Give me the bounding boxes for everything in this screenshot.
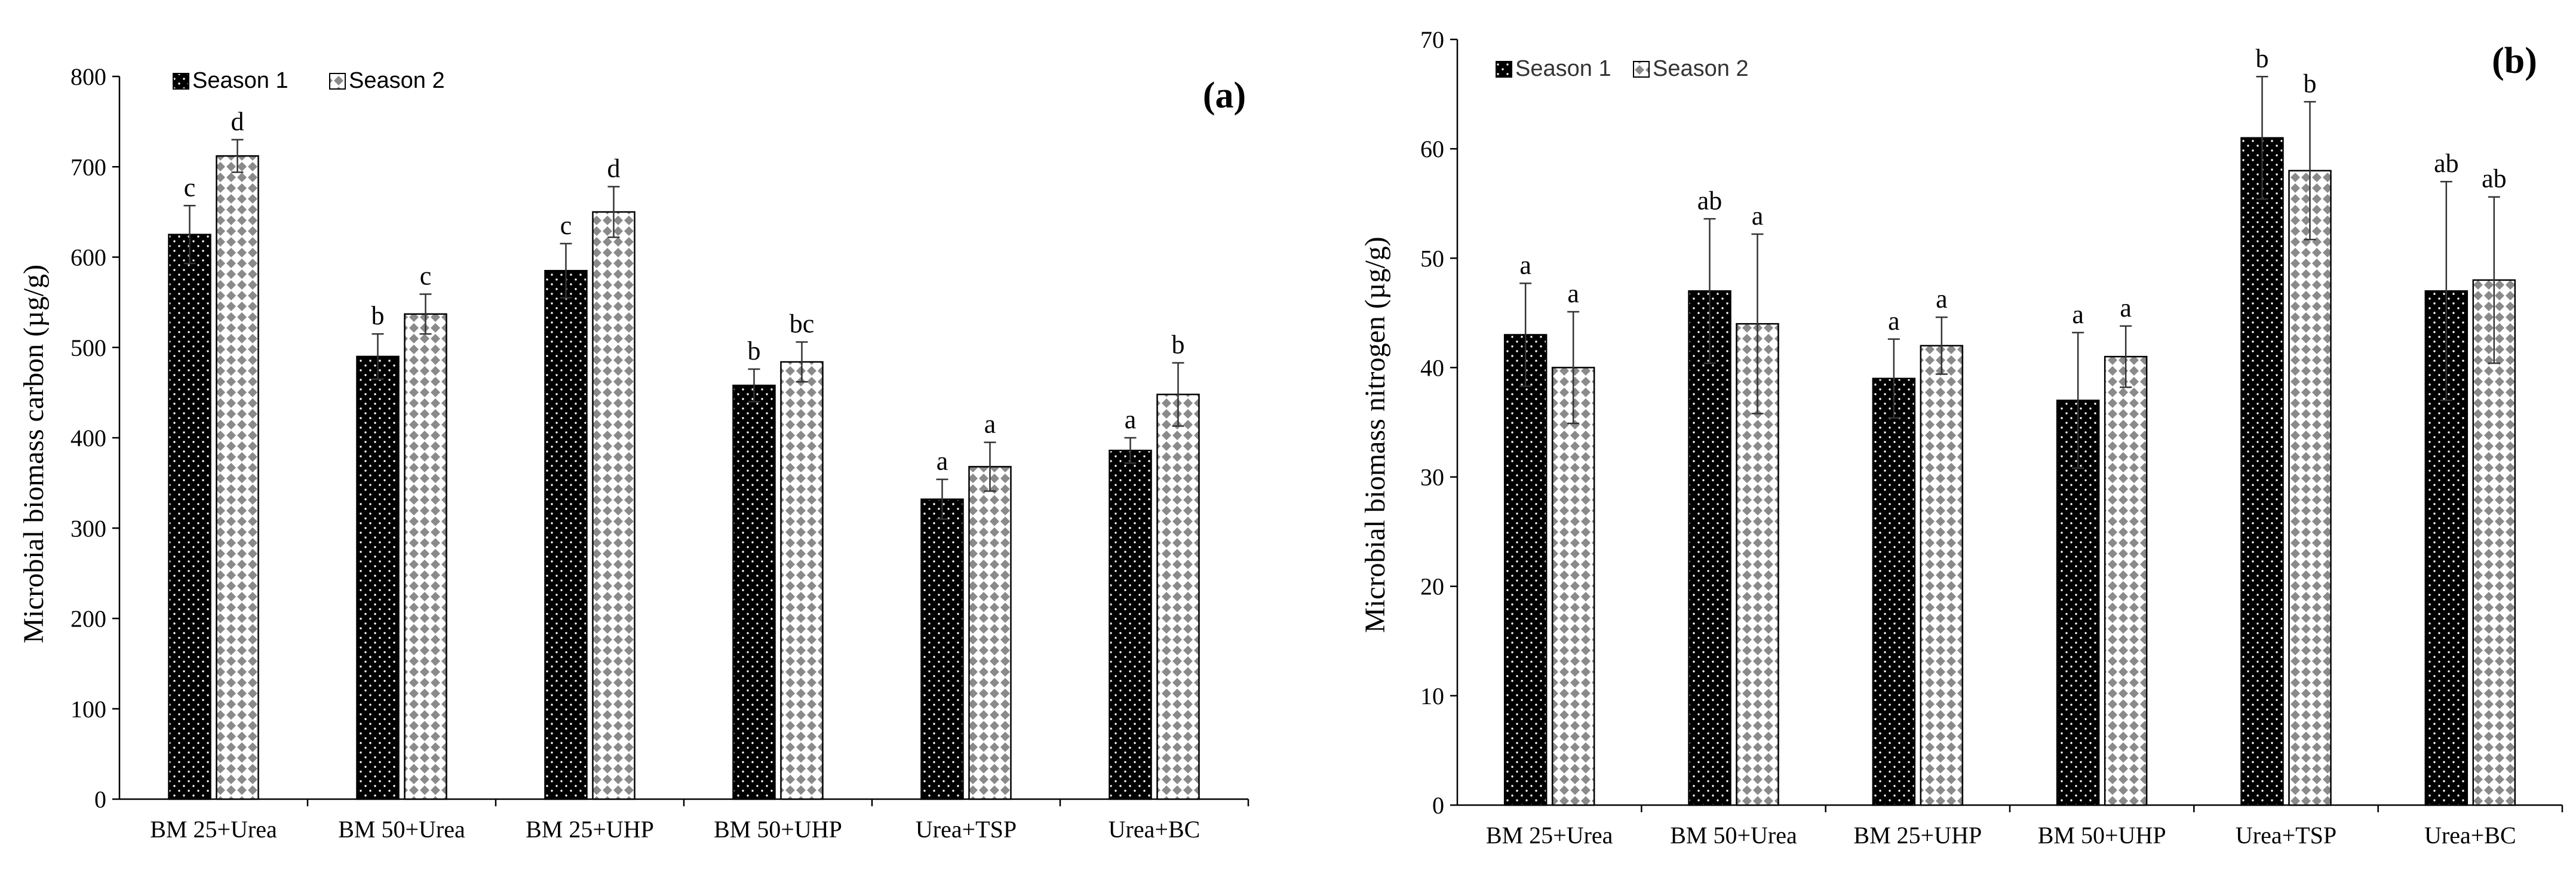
legend-swatch-season-1: [1496, 61, 1512, 78]
y-tick-label: 200: [70, 606, 106, 632]
x-tick-label: BM 25+UHP: [526, 816, 654, 843]
y-axis-label: Microbial biomass nitrogen (µg/g): [1359, 237, 1391, 633]
x-tick-label: BM 50+UHP: [714, 816, 842, 843]
bar-season-2: [780, 361, 824, 800]
significance-letter: b: [2256, 44, 2269, 73]
significance-letter: a: [1125, 405, 1137, 434]
legend-swatch-season-2: [1633, 61, 1650, 78]
significance-letter: a: [1888, 306, 1900, 336]
significance-letter: a: [1519, 250, 1531, 280]
bar-season-2: [1920, 345, 1964, 806]
significance-letter: c: [420, 262, 432, 291]
chart-panel-a: (a) Microbial biomass carbon (µg/g) Seas…: [18, 63, 1249, 843]
x-tick-label: Urea+BC: [2424, 822, 2516, 849]
significance-letter: d: [607, 154, 621, 183]
y-tick-label: 70: [1420, 26, 1444, 53]
bar-season-1: [1503, 334, 1548, 806]
y-tick-label: 50: [1420, 245, 1444, 272]
x-tick-label: BM 50+Urea: [338, 816, 465, 843]
x-tick-label: BM 25+UHP: [1853, 822, 1982, 849]
significance-letter: a: [984, 410, 996, 439]
bar-season-2: [2472, 279, 2516, 806]
y-tick-label: 40: [1420, 354, 1444, 381]
significance-letter: c: [560, 211, 572, 240]
panel-label: (b): [2492, 41, 2537, 81]
significance-letter: d: [231, 107, 244, 136]
x-tick-label: BM 25+Urea: [1486, 822, 1613, 849]
legend-label-season-1: Season 1: [192, 68, 288, 93]
legend-swatch-season-2: [329, 73, 346, 90]
bar-season-1: [1872, 377, 1916, 806]
bar-season-2: [2104, 355, 2148, 806]
bar-season-2: [592, 211, 635, 800]
bar-season-1: [732, 385, 776, 800]
bar-season-1: [168, 234, 211, 800]
significance-letter: b: [1172, 330, 1185, 359]
y-tick-label: 20: [1420, 573, 1444, 600]
bar-season-2: [1156, 394, 1200, 800]
x-tick-label: BM 50+Urea: [1670, 822, 1797, 849]
y-tick-label: 500: [70, 334, 106, 361]
x-tick-label: Urea+TSP: [916, 816, 1017, 843]
significance-letter: a: [2120, 293, 2132, 323]
significance-letter: c: [184, 173, 196, 202]
legend-swatch-season-1: [173, 73, 189, 90]
bar-season-1: [920, 498, 964, 800]
y-tick-label: 30: [1420, 464, 1444, 491]
legend-label-season-1: Season 1: [1515, 56, 1611, 81]
significance-letter: a: [1936, 284, 1948, 314]
bar-season-1: [356, 355, 400, 800]
y-tick-label: 800: [70, 63, 106, 90]
y-tick-label: 0: [1432, 792, 1444, 819]
y-tick-label: 700: [70, 153, 106, 180]
x-tick-label: Urea+TSP: [2236, 822, 2336, 849]
bar-season-1: [544, 269, 588, 800]
x-tick-label: Urea+BC: [1109, 816, 1201, 843]
y-axis-label: Microbial biomass carbon (µg/g): [18, 265, 50, 643]
bar-season-2: [968, 466, 1012, 800]
significance-letter: ab: [2482, 164, 2507, 194]
x-tick-label: BM 50+UHP: [2038, 822, 2166, 849]
legend-label-season-2: Season 2: [349, 68, 445, 93]
legend: Season 1 Season 2: [1496, 56, 1749, 81]
bar-season-1: [1688, 290, 1731, 806]
panel-label: (a): [1203, 75, 1246, 116]
y-tick-label: 60: [1420, 136, 1444, 162]
significance-letter: ab: [2434, 149, 2459, 178]
significance-letter: a: [1567, 279, 1579, 308]
bar-season-2: [1551, 367, 1595, 806]
y-tick-label: 300: [70, 515, 106, 542]
y-tick-label: 600: [70, 244, 106, 271]
y-tick-label: 10: [1420, 683, 1444, 710]
significance-letter: ab: [1697, 186, 1723, 215]
significance-letter: b: [748, 336, 761, 366]
y-tick-label: 0: [94, 786, 106, 813]
bar-season-1: [2240, 137, 2284, 806]
significance-letter: bc: [790, 309, 815, 339]
chart-panel-b: (b) Microbial biomass nitrogen (µg/g) Se…: [1359, 26, 2563, 849]
bar-season-2: [2288, 170, 2332, 806]
significance-letter: a: [1752, 201, 1764, 231]
significance-letter: a: [937, 447, 948, 476]
bar-season-1: [1109, 449, 1152, 800]
significance-letter: a: [2072, 300, 2084, 329]
x-tick-label: BM 25+Urea: [150, 816, 277, 843]
bar-season-2: [216, 155, 259, 800]
significance-letter: b: [371, 301, 385, 330]
legend-label-season-2: Season 2: [1653, 56, 1749, 81]
bar-season-2: [404, 313, 447, 800]
y-tick-label: 100: [70, 696, 106, 723]
significance-letter: b: [2304, 69, 2317, 98]
legend: Season 1 Season 2: [173, 68, 445, 93]
y-tick-label: 400: [70, 425, 106, 452]
